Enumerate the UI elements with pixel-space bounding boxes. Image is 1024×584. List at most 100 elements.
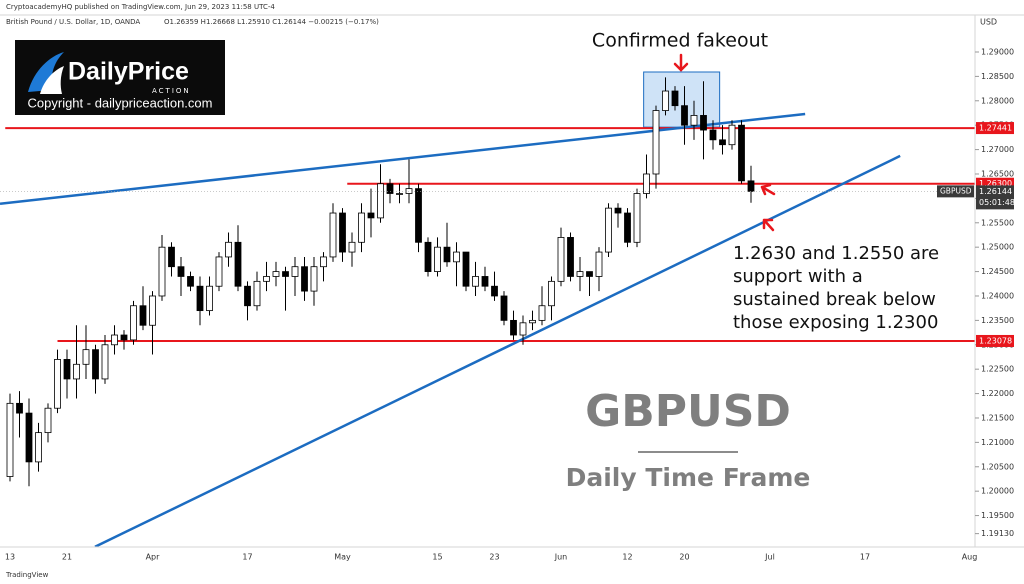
candle-body (54, 359, 61, 409)
candle-body (73, 363, 80, 380)
candle-body (690, 115, 698, 126)
candle-body (139, 305, 147, 326)
y-tick-label: 1.27000 (981, 145, 1014, 154)
candle-body (443, 246, 451, 263)
candle-body (196, 285, 204, 312)
level-label: 1.27441 (979, 124, 1012, 133)
candle-body (633, 193, 641, 243)
logo-brand: DailyPrice (68, 58, 189, 86)
candle-body (662, 90, 669, 111)
arrow-fakeout (673, 53, 689, 72)
candle-body (225, 241, 232, 258)
candle-body (624, 212, 631, 243)
x-tick-label: 17 (242, 553, 252, 562)
symbol-line: British Pound / U.S. Dollar, 1D, OANDA (6, 18, 140, 26)
candle-body (491, 285, 498, 297)
y-tick-label: 1.28500 (981, 72, 1014, 81)
candle-body (82, 349, 90, 365)
candle-body (130, 305, 137, 341)
copyright: Copyright - dailypriceaction.com (28, 95, 213, 110)
last-price-box (976, 185, 1014, 210)
y-tick-label: 1.29000 (981, 47, 1014, 56)
candle-body (177, 266, 185, 277)
x-tick-label: 12 (622, 553, 632, 562)
candle-body (291, 266, 299, 277)
y-tick-label: 1.21000 (981, 438, 1014, 447)
x-tick-label: Jun (554, 553, 568, 562)
candle-body (719, 139, 726, 146)
y-tick-label: 1.19130 (981, 529, 1014, 538)
candle-body (738, 124, 745, 182)
candle-body (111, 334, 118, 346)
x-tick-label: Apr (146, 553, 161, 562)
annotation-support-line: those exposing 1.2300 (733, 312, 938, 333)
candle-body (462, 251, 470, 287)
symbol-box (937, 185, 974, 198)
candle-body (6, 402, 14, 477)
y-tick-label: 1.22000 (981, 389, 1014, 398)
candle-body (263, 276, 270, 282)
candle-body (168, 246, 175, 268)
symbol-label: GBPUSD (940, 186, 972, 195)
candle-body (709, 129, 717, 141)
candle-body (44, 407, 52, 434)
candle-body (614, 207, 622, 214)
last-price-label: 1.26144 (979, 187, 1012, 196)
candle-body (519, 322, 527, 336)
x-tick-label: 17 (860, 553, 870, 562)
annotation-fakeout: Confirmed fakeout (592, 30, 768, 52)
arrow-resistance (760, 183, 776, 196)
logo-mark (40, 66, 64, 94)
candle-body (681, 105, 688, 126)
candle-body (158, 246, 166, 297)
level-label-box (976, 122, 1014, 135)
x-tick-label: May (334, 553, 351, 562)
x-tick-label: 15 (432, 553, 442, 562)
candle-body (671, 90, 679, 107)
level-label: 1.23078 (979, 336, 1012, 345)
y-tick-label: 1.26500 (981, 169, 1014, 178)
y-tick-label: 1.20000 (981, 487, 1014, 496)
candle-body (310, 266, 318, 292)
candle-body (643, 173, 650, 194)
candle-body (120, 334, 128, 341)
candle-body (320, 256, 327, 268)
candle-body (510, 319, 517, 336)
watermark-title: GBPUSD (585, 386, 791, 437)
candle-body (348, 241, 356, 253)
annotation-support-line: support with a (733, 266, 863, 287)
candle-body (16, 402, 23, 414)
level-label: 1.26300 (979, 179, 1012, 188)
candle-body (358, 212, 365, 243)
y-tick-label: 1.24000 (981, 291, 1014, 300)
candle-body (576, 271, 584, 277)
ohlc-line: O1.26359 H1.26668 L1.25910 C1.26144 −0.0… (164, 18, 379, 26)
x-tick-label: Jul (764, 553, 775, 562)
candle-body (652, 110, 660, 175)
logo-sub: ACTION (152, 87, 191, 95)
candle-body (472, 276, 479, 287)
candle-body (586, 271, 593, 277)
candle-body (747, 180, 755, 192)
y-tick-label: 1.19500 (981, 511, 1014, 520)
arrow-support (762, 218, 775, 232)
publisher: CryptoacademyHQ published on TradingView… (6, 3, 275, 11)
y-tick-label: 1.21500 (981, 413, 1014, 422)
candle-body (282, 271, 289, 277)
y-tick-label: 1.25500 (981, 218, 1014, 227)
candle-body (301, 266, 308, 292)
candle-body (548, 280, 555, 307)
candle-body (215, 256, 223, 287)
candle-body (557, 237, 565, 282)
candle-body (25, 412, 33, 463)
annotation-support-line: sustained break below (733, 289, 936, 310)
candle-body (101, 344, 109, 380)
footer: TradingView (5, 571, 49, 579)
candle-body (206, 285, 213, 312)
x-tick-label: Aug (962, 553, 978, 562)
trendline (0, 112, 806, 205)
candle-body (63, 359, 71, 380)
arrows (673, 53, 776, 232)
candle-body (187, 276, 194, 287)
